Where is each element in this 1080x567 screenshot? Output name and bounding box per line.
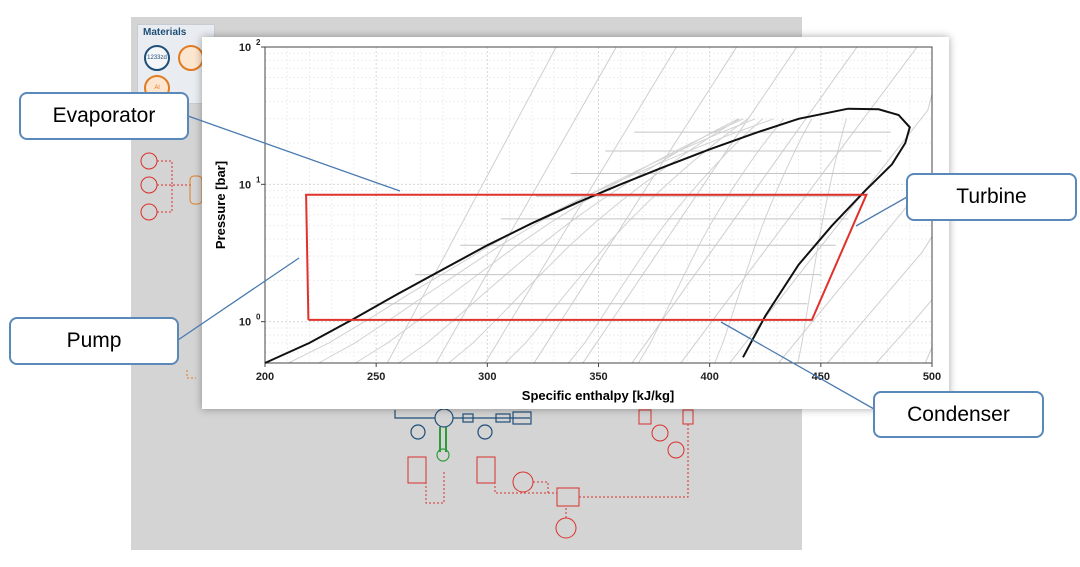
evaporator-callout-label: Evaporator xyxy=(52,104,156,127)
turbine-leader-line xyxy=(855,196,908,227)
condenser-leader-line xyxy=(720,321,875,410)
quality-line xyxy=(318,118,756,364)
ph-chart-panel xyxy=(202,37,949,409)
quality-line xyxy=(355,118,744,364)
y-tick-exponent: 2 xyxy=(256,38,261,47)
flowsheet-sensor-icon xyxy=(477,424,493,440)
isentrope-line xyxy=(729,47,933,364)
quality-line xyxy=(714,118,813,364)
x-tick-label: 300 xyxy=(478,371,496,383)
y-tick-label: 10 xyxy=(239,317,251,329)
isentrope-line xyxy=(435,46,617,364)
x-tick-label: 500 xyxy=(923,371,941,383)
x-tick-label: 350 xyxy=(589,371,607,383)
isentrope-line xyxy=(631,46,858,364)
flowsheet-sensor-icon xyxy=(410,424,426,440)
saturation-liquid-line xyxy=(264,107,848,364)
x-tick-label: 200 xyxy=(256,371,274,383)
isentrope-line xyxy=(484,46,677,364)
x-axis-label: Specific enthalpy [kJ/kg] xyxy=(522,388,674,403)
isentrope-line xyxy=(582,46,798,364)
quality-line xyxy=(504,118,749,364)
pump-leader-line xyxy=(177,257,300,341)
y-tick-exponent: 1 xyxy=(256,175,261,184)
quality-line xyxy=(448,118,741,364)
saturation-vapor-line xyxy=(742,107,911,358)
isentrope-line xyxy=(386,46,557,364)
turbine-callout-label: Turbine xyxy=(956,185,1027,208)
evaporator-leader-line xyxy=(187,115,401,192)
isentrope-line xyxy=(680,46,918,364)
materials-title: Materials xyxy=(143,27,187,38)
material-polymer-icon[interactable] xyxy=(178,45,204,71)
x-tick-label: 250 xyxy=(367,371,385,383)
condenser-callout-label: Condenser xyxy=(907,402,1010,426)
condenser-callout: Condenser xyxy=(873,391,1044,438)
turbine-callout: Turbine xyxy=(906,173,1077,221)
y-tick-label: 10 xyxy=(239,179,251,191)
quality-line xyxy=(637,118,785,364)
y-axis-label: Pressure [bar] xyxy=(213,161,228,249)
quality-line xyxy=(568,118,763,364)
material-1233zd-icon[interactable]: 1233zd xyxy=(144,45,170,71)
x-tick-label: 400 xyxy=(700,371,718,383)
quality-line xyxy=(398,118,739,364)
orc-cycle-line xyxy=(305,193,868,321)
material-1233zd-label: 1233zd xyxy=(147,55,167,61)
pump-callout-label: Pump xyxy=(66,329,122,352)
y-tick-label: 10 xyxy=(239,42,251,54)
pump-callout: Pump xyxy=(9,317,179,365)
x-tick-label: 450 xyxy=(812,371,830,383)
quality-line xyxy=(797,118,847,364)
y-tick-exponent: 0 xyxy=(256,313,261,322)
evaporator-callout: Evaporator xyxy=(19,92,189,140)
isentrope-line xyxy=(533,46,738,364)
material-aluminium-label: Al xyxy=(154,85,160,91)
